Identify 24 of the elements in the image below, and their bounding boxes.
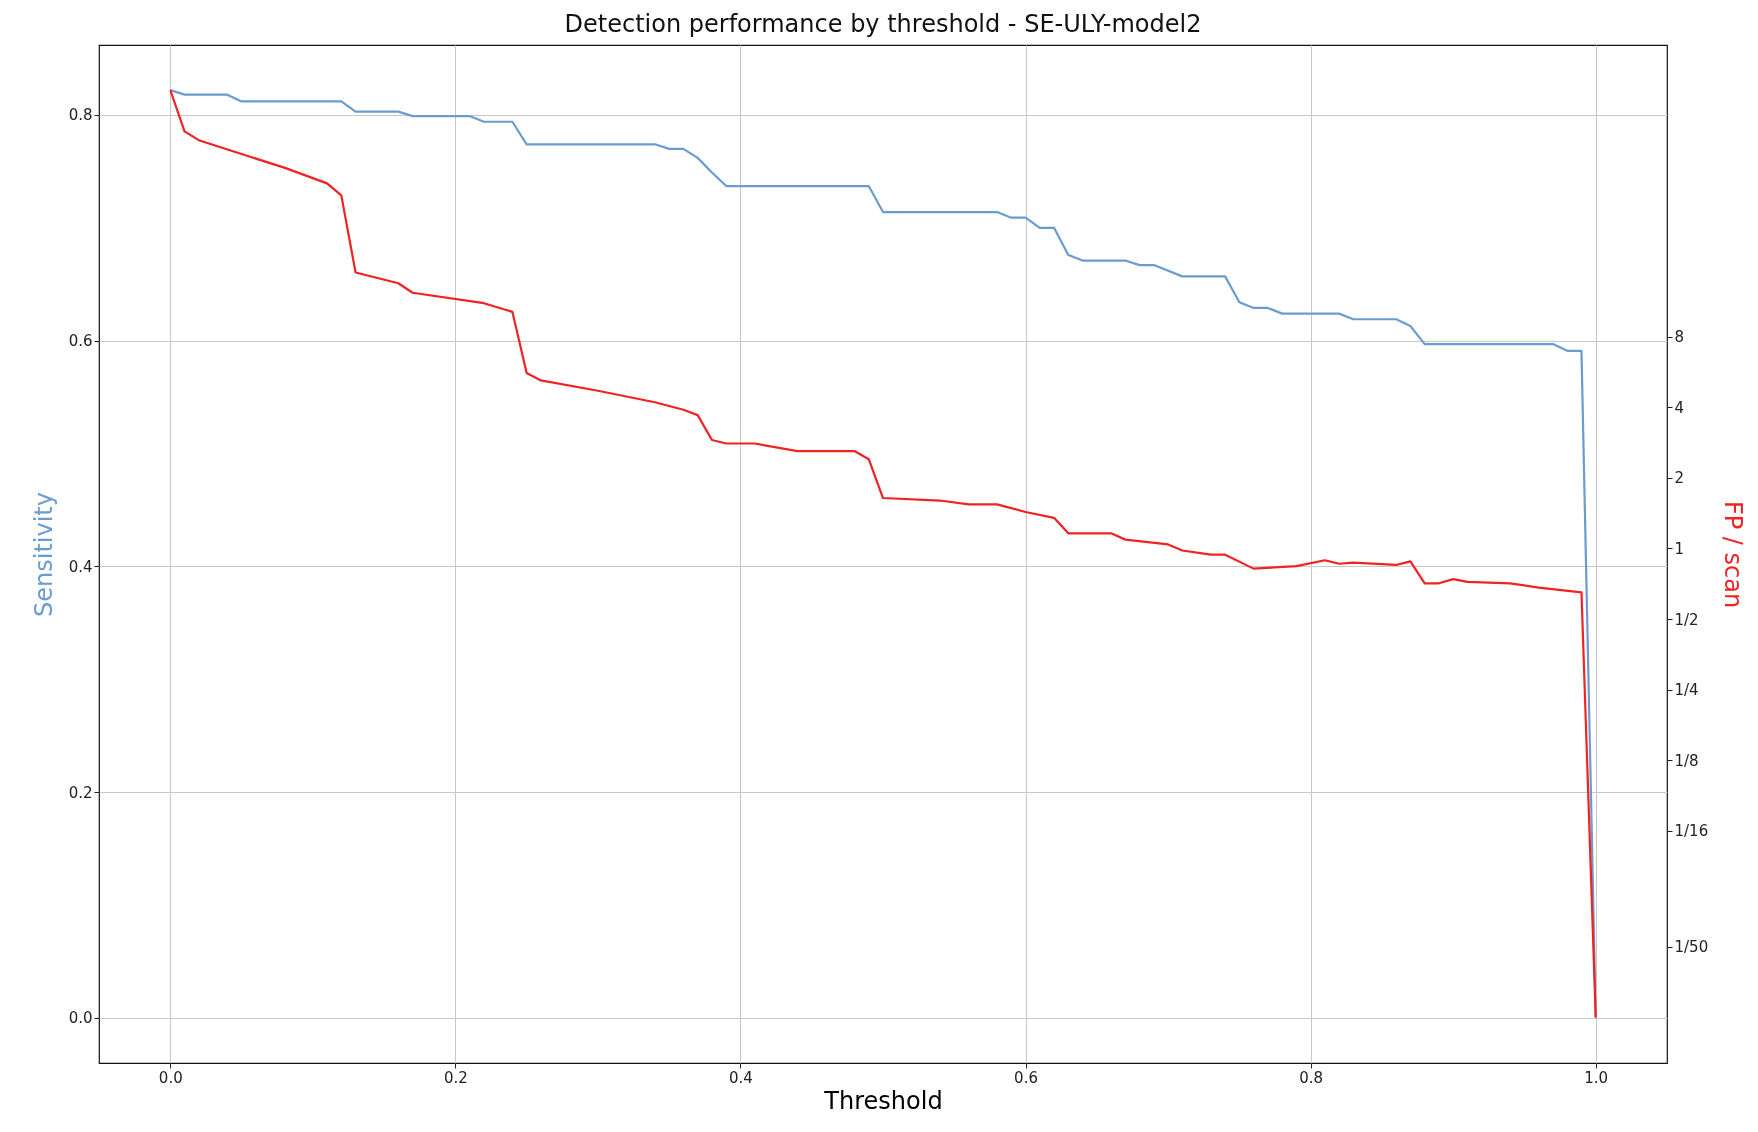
x-tick-label: 0.4 (729, 1068, 753, 1087)
y-tick-label: 0.2 (68, 783, 93, 802)
y2-tick-label: 1/8 (1674, 751, 1699, 770)
x-tick-label: 0.8 (1299, 1068, 1324, 1087)
y2-tick-label: 1/2 (1674, 610, 1699, 629)
y2-tick-label: 1/16 (1674, 822, 1709, 841)
y2-tick-label: 1/4 (1674, 681, 1699, 700)
y2-axis-title: FP / scan (1719, 500, 1748, 609)
chart-title: Detection performance by threshold - SE-ULY-model2 (564, 10, 1202, 38)
x-tick-label: 0.6 (1014, 1068, 1038, 1087)
x-tick-label: 0.0 (158, 1068, 183, 1087)
y-tick-label: 0.8 (68, 106, 93, 125)
y2-tick-label: 1 (1674, 539, 1685, 558)
y2-tick-label: 2 (1674, 469, 1685, 488)
y-tick-label: 0.4 (68, 557, 93, 576)
y-axis-title: Sensitivity (29, 492, 58, 617)
x-tick-label: 1.0 (1584, 1068, 1609, 1087)
y-tick-label: 0.0 (68, 1009, 93, 1028)
y2-tick-label: 1/50 (1674, 938, 1709, 957)
x-axis-title: Threshold (823, 1086, 943, 1115)
x-tick-label: 0.2 (443, 1068, 468, 1087)
y2-tick-label: 4 (1674, 398, 1685, 417)
y-tick-label: 0.6 (68, 332, 93, 351)
y2-tick-label: 8 (1674, 328, 1685, 347)
